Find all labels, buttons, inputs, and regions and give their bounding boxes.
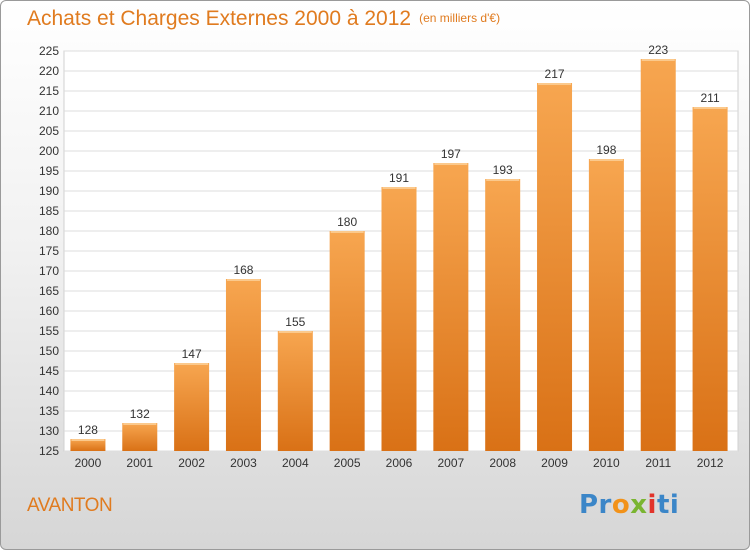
x-tick-label: 2000	[75, 456, 102, 470]
data-label: 147	[182, 347, 202, 361]
bar-highlight	[538, 83, 572, 85]
chart-title: Achats et Charges Externes 2000 à 2012 (e…	[27, 7, 501, 30]
y-tick-label: 130	[39, 424, 59, 438]
y-tick-label: 150	[39, 344, 59, 358]
data-label: 128	[78, 423, 98, 437]
logo-part-2: o	[611, 490, 631, 520]
chart-unit: (en milliers d'€)	[419, 11, 501, 25]
x-tick-label: 2002	[178, 456, 205, 470]
y-tick-label: 185	[39, 204, 59, 218]
data-label: 197	[441, 147, 461, 161]
bar	[433, 163, 469, 451]
y-tick-labels: 125 130 135 140 145 150 155 160 165 170 175 180 185 1…	[39, 44, 59, 458]
data-label: 191	[389, 171, 409, 185]
x-tick-label: 2007	[437, 456, 464, 470]
bar	[692, 107, 728, 451]
y-tick-label: 165	[39, 284, 59, 298]
bar-highlight	[486, 179, 520, 181]
data-label: 168	[233, 263, 253, 277]
bar-highlight	[226, 279, 260, 281]
bar-highlight	[693, 107, 727, 109]
y-tick-label: 190	[39, 184, 59, 198]
y-tick-label: 155	[39, 324, 59, 338]
bar-highlight	[382, 187, 416, 189]
logo-part-1: Pr	[579, 490, 612, 520]
y-tick-label: 170	[39, 264, 59, 278]
x-tick-labels: 2000 2001 2002 2003 2004 2005 2006 2007 2008 2009…	[75, 456, 724, 470]
x-tick-label: 2005	[334, 456, 361, 470]
y-tick-label: 145	[39, 364, 59, 378]
x-tick-label: 2004	[282, 456, 309, 470]
data-label: 217	[545, 67, 565, 81]
bar	[174, 363, 210, 451]
bar	[122, 423, 158, 451]
data-label: 193	[493, 163, 513, 177]
city-name: AVANTON	[27, 495, 113, 516]
bar-highlight	[434, 163, 468, 165]
y-tick-label: 140	[39, 384, 59, 398]
y-tick-label: 200	[39, 144, 59, 158]
bar	[640, 59, 676, 451]
y-tick-label: 125	[39, 444, 59, 458]
y-tick-label: 205	[39, 124, 59, 138]
bar-highlight	[175, 363, 209, 365]
y-tick-label: 210	[39, 104, 59, 118]
x-tick-label: 2009	[541, 456, 568, 470]
x-tick-label: 2011	[645, 456, 671, 470]
y-tick-label: 175	[39, 244, 59, 258]
x-tick-label: 2008	[489, 456, 516, 470]
bar	[225, 279, 261, 451]
y-tick-label: 220	[39, 64, 59, 78]
bar	[70, 439, 106, 451]
bar	[537, 83, 573, 451]
bar-highlight	[71, 439, 105, 441]
data-label: 198	[596, 143, 616, 157]
bar	[485, 179, 521, 451]
bar	[381, 187, 417, 451]
x-tick-label: 2001	[126, 456, 153, 470]
bar	[277, 331, 313, 451]
bar-highlight	[123, 423, 157, 425]
logo-part-3: x	[630, 490, 648, 520]
data-labels: 128 132 147 168 155 180 191 197 193 217 198 223 211	[78, 43, 720, 437]
logo-part-5: ti	[656, 490, 680, 520]
y-tick-label: 215	[39, 84, 59, 98]
y-tick-label: 195	[39, 164, 59, 178]
bar-highlight	[330, 231, 364, 233]
y-tick-label: 160	[39, 304, 59, 318]
logo-part-4: i	[647, 490, 657, 520]
data-label: 155	[285, 315, 305, 329]
bar-highlight	[278, 331, 312, 333]
bar-highlight	[641, 59, 675, 61]
proxiti-logo: Proxiti	[579, 490, 679, 520]
x-tick-label: 2010	[593, 456, 620, 470]
data-label: 180	[337, 215, 357, 229]
y-tick-label: 135	[39, 404, 59, 418]
x-tick-label: 2012	[697, 456, 724, 470]
y-tick-label: 180	[39, 224, 59, 238]
y-tick-label: 225	[39, 44, 59, 58]
x-tick-label: 2003	[230, 456, 257, 470]
bar-highlight	[589, 159, 623, 161]
data-label: 211	[701, 91, 720, 105]
bars	[70, 59, 728, 451]
data-label: 223	[648, 43, 668, 57]
bar	[588, 159, 624, 451]
data-label: 132	[130, 407, 150, 421]
x-tick-label: 2006	[386, 456, 413, 470]
bar	[329, 231, 365, 451]
